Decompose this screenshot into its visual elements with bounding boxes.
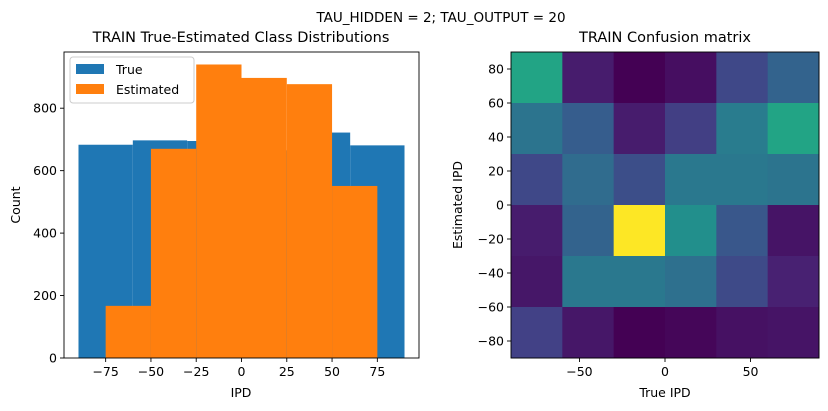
cell-r4-c2	[613, 256, 666, 308]
confusion-matrix-y-ticks: −80 −60 −40 −20 0 20 40 60 80	[478, 62, 511, 349]
y-tick-label: 20	[488, 164, 504, 179]
cell-r5-c1	[562, 307, 615, 359]
y-tick-label: 400	[33, 226, 57, 241]
x-tick-label: 50	[743, 364, 759, 379]
y-tick-label: 0	[496, 198, 504, 213]
histogram-y-label: Count	[8, 186, 23, 223]
x-tick-label: −50	[566, 364, 592, 379]
confusion-matrix-chart: TRAIN Confusion matrix −50 0 50 −80−60−40−…	[450, 30, 820, 400]
histogram-chart: TRAIN True-Estimated Class Distributions…	[8, 30, 420, 400]
y-tick-label: −60	[478, 300, 504, 315]
cell-r0-c3	[665, 52, 717, 104]
confusion-matrix-axes-frame	[510, 51, 820, 359]
y-tick-label: 0	[49, 351, 57, 366]
cell-r1-c2	[613, 103, 666, 155]
bar-estimated-4	[286, 84, 333, 358]
cell-r1-c1	[562, 103, 615, 155]
bar-estimated-3	[241, 77, 287, 359]
cell-r5-c2	[613, 307, 666, 359]
bar-estimated-0	[105, 305, 151, 358]
cell-r1-c3	[665, 103, 717, 155]
cell-r4-c5	[767, 256, 820, 308]
bar-estimated-5	[332, 185, 378, 358]
x-tick-label: 75	[369, 364, 385, 379]
y-tick-label: 60	[488, 96, 504, 111]
confusion-matrix-y-label: Estimated IPD	[450, 161, 465, 249]
histogram-axes-frame	[63, 51, 420, 359]
cell-r4-c3	[665, 256, 717, 308]
cell-r3-c2	[613, 205, 666, 257]
histogram-title: TRAIN True-Estimated Class Distributions	[92, 30, 390, 46]
cell-r5-c4	[716, 307, 769, 359]
cell-r0-c1	[562, 52, 615, 104]
y-tick-label: −20	[478, 232, 504, 247]
cell-r2-c5	[767, 154, 820, 206]
cell-r3-c4	[716, 205, 769, 257]
cell-r1-c5	[767, 103, 820, 155]
cell-r3-c3	[665, 205, 717, 257]
histogram-x-ticks: −75 −50 −25 0 25 50 75	[92, 358, 385, 379]
bar-estimated-2	[196, 64, 242, 358]
cell-r4-c0	[511, 256, 563, 308]
cell-r2-c0	[511, 154, 563, 206]
legend-label-estimated: Estimated	[116, 82, 179, 97]
y-tick-label: 600	[33, 163, 57, 178]
cell-r4-c4	[716, 256, 769, 308]
cell-r3-c0	[511, 205, 563, 257]
y-tick-label: 40	[488, 130, 504, 145]
confusion-matrix-x-label: True IPD	[638, 385, 690, 400]
cell-r0-c4	[716, 52, 769, 104]
x-tick-label: −75	[92, 364, 118, 379]
bar-estimated-1	[150, 148, 197, 358]
x-tick-label: 0	[238, 364, 246, 379]
legend-swatch-estimated	[76, 84, 104, 94]
figure-suptitle: TAU_HIDDEN = 2; TAU_OUTPUT = 20	[315, 10, 565, 26]
cell-r2-c2	[613, 154, 666, 206]
cell-r5-c0	[511, 307, 563, 359]
y-tick-label: −80	[478, 334, 504, 349]
y-tick-label: 200	[33, 288, 57, 303]
cell-r1-c4	[716, 103, 769, 155]
histogram-y-ticks: 0 200 400 600 800	[33, 101, 64, 366]
cell-r1-c0	[511, 103, 563, 155]
x-tick-label: 0	[661, 364, 669, 379]
cell-r2-c4	[716, 154, 769, 206]
confusion-matrix-title: TRAIN Confusion matrix	[578, 30, 751, 46]
cell-r5-c3	[665, 307, 717, 359]
legend-label-true: True	[115, 62, 143, 77]
x-tick-label: 50	[324, 364, 340, 379]
cell-r0-c0	[511, 52, 563, 104]
y-tick-label: 80	[488, 62, 504, 77]
cell-r2-c3	[665, 154, 717, 206]
histogram-legend: True Estimated	[69, 56, 195, 104]
confusion-matrix-cells	[511, 52, 820, 359]
legend-swatch-true	[76, 64, 104, 74]
cell-r4-c1	[562, 256, 615, 308]
cell-r2-c1	[562, 154, 615, 206]
y-tick-label: −40	[478, 266, 504, 281]
x-tick-label: 25	[279, 364, 295, 379]
y-tick-label: 800	[33, 101, 57, 116]
histogram-x-label: IPD	[231, 385, 252, 400]
histogram-bars	[78, 64, 405, 359]
cell-r5-c5	[767, 307, 820, 359]
cell-r0-c2	[613, 52, 666, 104]
cell-r3-c1	[562, 205, 615, 257]
confusion-matrix-x-ticks: −50 0 50	[566, 358, 759, 379]
x-tick-label: −25	[183, 364, 209, 379]
x-tick-label: −50	[138, 364, 164, 379]
cell-r3-c5	[767, 205, 820, 257]
cell-r0-c5	[767, 52, 820, 104]
